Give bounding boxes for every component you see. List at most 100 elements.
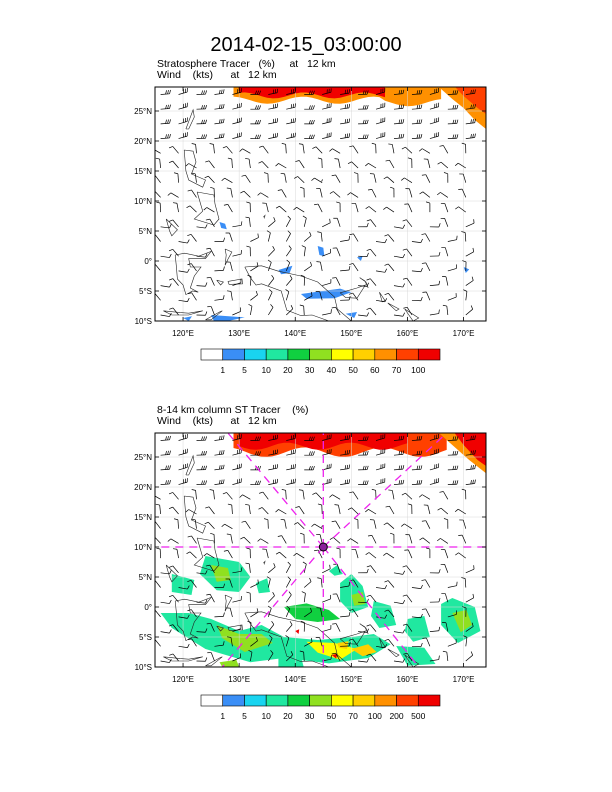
wind-barb: [358, 628, 369, 633]
wind-barb: [196, 311, 208, 316]
wind-barb: [232, 278, 242, 286]
wind-barb: [221, 177, 233, 184]
map-frame: [154, 86, 487, 322]
wind-barb: [465, 276, 474, 286]
y-tick-label: 10°S: [135, 663, 152, 672]
wind-barb: [315, 291, 323, 301]
wind-barb: [227, 503, 233, 515]
colorbar: 1 5 10 20 30 40 50 60 70 100: [200, 348, 441, 375]
wind-barb: [429, 252, 441, 257]
colorbar-label: 10: [261, 711, 271, 721]
wind-barb: [214, 118, 225, 125]
wind-barb: [316, 533, 323, 544]
wind-barb: [404, 549, 413, 559]
wind-barb: [405, 188, 413, 198]
wind-barb: [369, 519, 377, 529]
wind-barb: [389, 532, 395, 544]
wind-barb: [196, 465, 207, 471]
wind-barb: [322, 117, 332, 125]
colorbar-label: 70: [392, 365, 402, 375]
wind-barb: [232, 463, 242, 471]
wind-barb: [232, 102, 242, 110]
wind-barb: [185, 509, 197, 515]
wind-barb: [232, 117, 242, 125]
wind-barb: [191, 489, 197, 500]
wind-barb: [375, 298, 388, 303]
wind-barb: [160, 629, 172, 634]
wind-barb: [332, 247, 341, 257]
wind-barb: [191, 518, 197, 529]
tracer-contour: [216, 625, 273, 652]
y-tick-label: 5°S: [139, 287, 152, 296]
wind-barb: [172, 548, 179, 559]
wind-barb: [187, 638, 197, 647]
colorbar-swatch: [287, 348, 310, 361]
wind-barb: [443, 172, 449, 183]
wind-barb: [304, 291, 313, 301]
wind-barb: [454, 162, 466, 169]
wind-barb: [285, 605, 291, 618]
wind-barb: [393, 600, 406, 605]
wind-barb: [366, 565, 377, 574]
wind-barb: [334, 504, 341, 515]
coastline: [163, 656, 203, 662]
wind-barb: [295, 160, 305, 169]
wind-barb: [403, 306, 413, 316]
coastline: [205, 656, 223, 667]
wind-barb: [411, 267, 423, 273]
wind-barb: [419, 537, 431, 544]
wind-barb: [293, 207, 305, 213]
wind-barb: [259, 491, 269, 500]
wind-barb: [286, 103, 296, 110]
wind-barb: [383, 552, 395, 559]
coastline: [379, 638, 386, 649]
wind-barb: [268, 592, 275, 603]
wind-barb: [155, 609, 161, 618]
wind-barb: [447, 436, 459, 441]
wind-barb: [340, 296, 351, 301]
wind-barb: [411, 104, 423, 110]
wind-barb: [317, 577, 323, 588]
wind-barb: [322, 248, 331, 257]
tracer-contour: [183, 316, 192, 321]
wind-barb: [455, 206, 467, 213]
wind-barb: [315, 637, 323, 647]
wind-barb: [316, 261, 323, 271]
wind-barb: [322, 309, 332, 316]
coastline: [216, 625, 224, 632]
wind-barb: [227, 157, 233, 169]
wind-barb: [304, 90, 315, 95]
wind-barb: [301, 591, 306, 603]
wind-barb: [411, 465, 423, 471]
wind-barb: [168, 492, 179, 500]
wind-barb: [155, 190, 161, 198]
wind-barb: [232, 624, 242, 632]
wind-barb: [248, 303, 253, 316]
wind-barb: [241, 520, 251, 529]
wind-barb: [375, 268, 388, 273]
colorbar-label: 70: [348, 711, 358, 721]
wind-barb: [207, 306, 215, 316]
coastline: [379, 292, 386, 303]
wind-barb: [240, 536, 251, 544]
wind-barb: [393, 312, 405, 317]
colorbar-swatch: [222, 348, 245, 361]
wind-barb: [304, 465, 315, 471]
wind-barb: [358, 436, 369, 441]
wind-barb: [300, 532, 305, 544]
wind-barb: [209, 489, 215, 500]
wind-barb: [340, 89, 351, 95]
wind-barb: [393, 570, 406, 575]
wind-barb: [447, 450, 459, 456]
wind-barb: [214, 266, 225, 272]
wind-barb: [429, 88, 440, 95]
wind-barb: [304, 231, 312, 242]
wind-barb: [186, 205, 197, 213]
wind-barb: [358, 451, 369, 456]
map-frame: [154, 432, 487, 668]
wind-barb: [423, 504, 431, 515]
wind-barb: [178, 614, 190, 619]
colorbar-label: 60: [370, 365, 380, 375]
wind-barb: [227, 636, 233, 647]
wind-barb: [206, 593, 215, 603]
